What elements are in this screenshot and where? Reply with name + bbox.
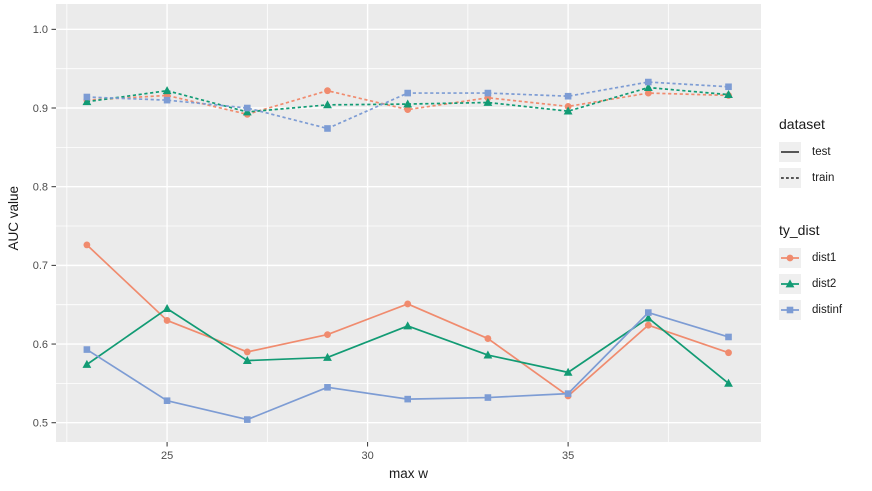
legend-group-dataset: dataset test train: [779, 116, 872, 188]
series-distinf-test: [83, 309, 732, 423]
legend-label-train: train: [812, 172, 835, 184]
legend-group-ty-dist: ty_dist dist1 dist2 distinf: [779, 222, 872, 320]
legend-label-distinf: distinf: [812, 304, 843, 316]
series-dist2-test: [82, 304, 733, 387]
legend-title-dataset: dataset: [779, 116, 825, 132]
series-distinf-train: [83, 78, 732, 132]
svg-text:35: 35: [562, 450, 574, 462]
distinf-square-key-icon: [779, 300, 801, 320]
x-axis-title: max w: [388, 466, 428, 481]
svg-text:0.8: 0.8: [33, 181, 48, 193]
svg-text:0.7: 0.7: [33, 260, 48, 272]
svg-text:0.6: 0.6: [33, 339, 48, 351]
legend-entry-dist1: dist1: [779, 248, 872, 268]
legend-title-ty-dist: ty_dist: [779, 222, 820, 238]
svg-text:25: 25: [161, 450, 173, 462]
legend-label-dist1: dist1: [812, 252, 837, 264]
series-dist2-train: [82, 82, 733, 116]
svg-text:0.5: 0.5: [33, 418, 48, 430]
plot-area: 25 30 35 0.5 0.6 0.7 0.8 0.9 1.0: [33, 4, 761, 462]
dashed-line-key-icon: [779, 168, 801, 188]
legend-label-test: test: [812, 146, 831, 158]
solid-line-key-icon: [779, 142, 801, 162]
legend-entry-test: test: [779, 142, 872, 162]
dist2-triangle-key-icon: [779, 274, 801, 294]
legend-entry-train: train: [779, 168, 872, 188]
legend-entry-dist2: dist2: [779, 274, 872, 294]
y-axis-title: AUC value: [6, 186, 21, 251]
legend-label-dist2: dist2: [812, 278, 837, 290]
svg-text:0.9: 0.9: [33, 103, 48, 115]
legend: dataset test train ty_dist dist1 dist2: [779, 116, 872, 326]
panel-background: [56, 4, 761, 442]
dist1-circle-key-icon: [779, 248, 801, 268]
series-dist1-test: [83, 241, 732, 400]
axis-ticks: 25 30 35 0.5 0.6 0.7 0.8 0.9 1.0: [33, 24, 575, 462]
legend-entry-distinf: distinf: [779, 300, 872, 320]
svg-text:30: 30: [361, 450, 373, 462]
svg-text:1.0: 1.0: [33, 24, 48, 36]
